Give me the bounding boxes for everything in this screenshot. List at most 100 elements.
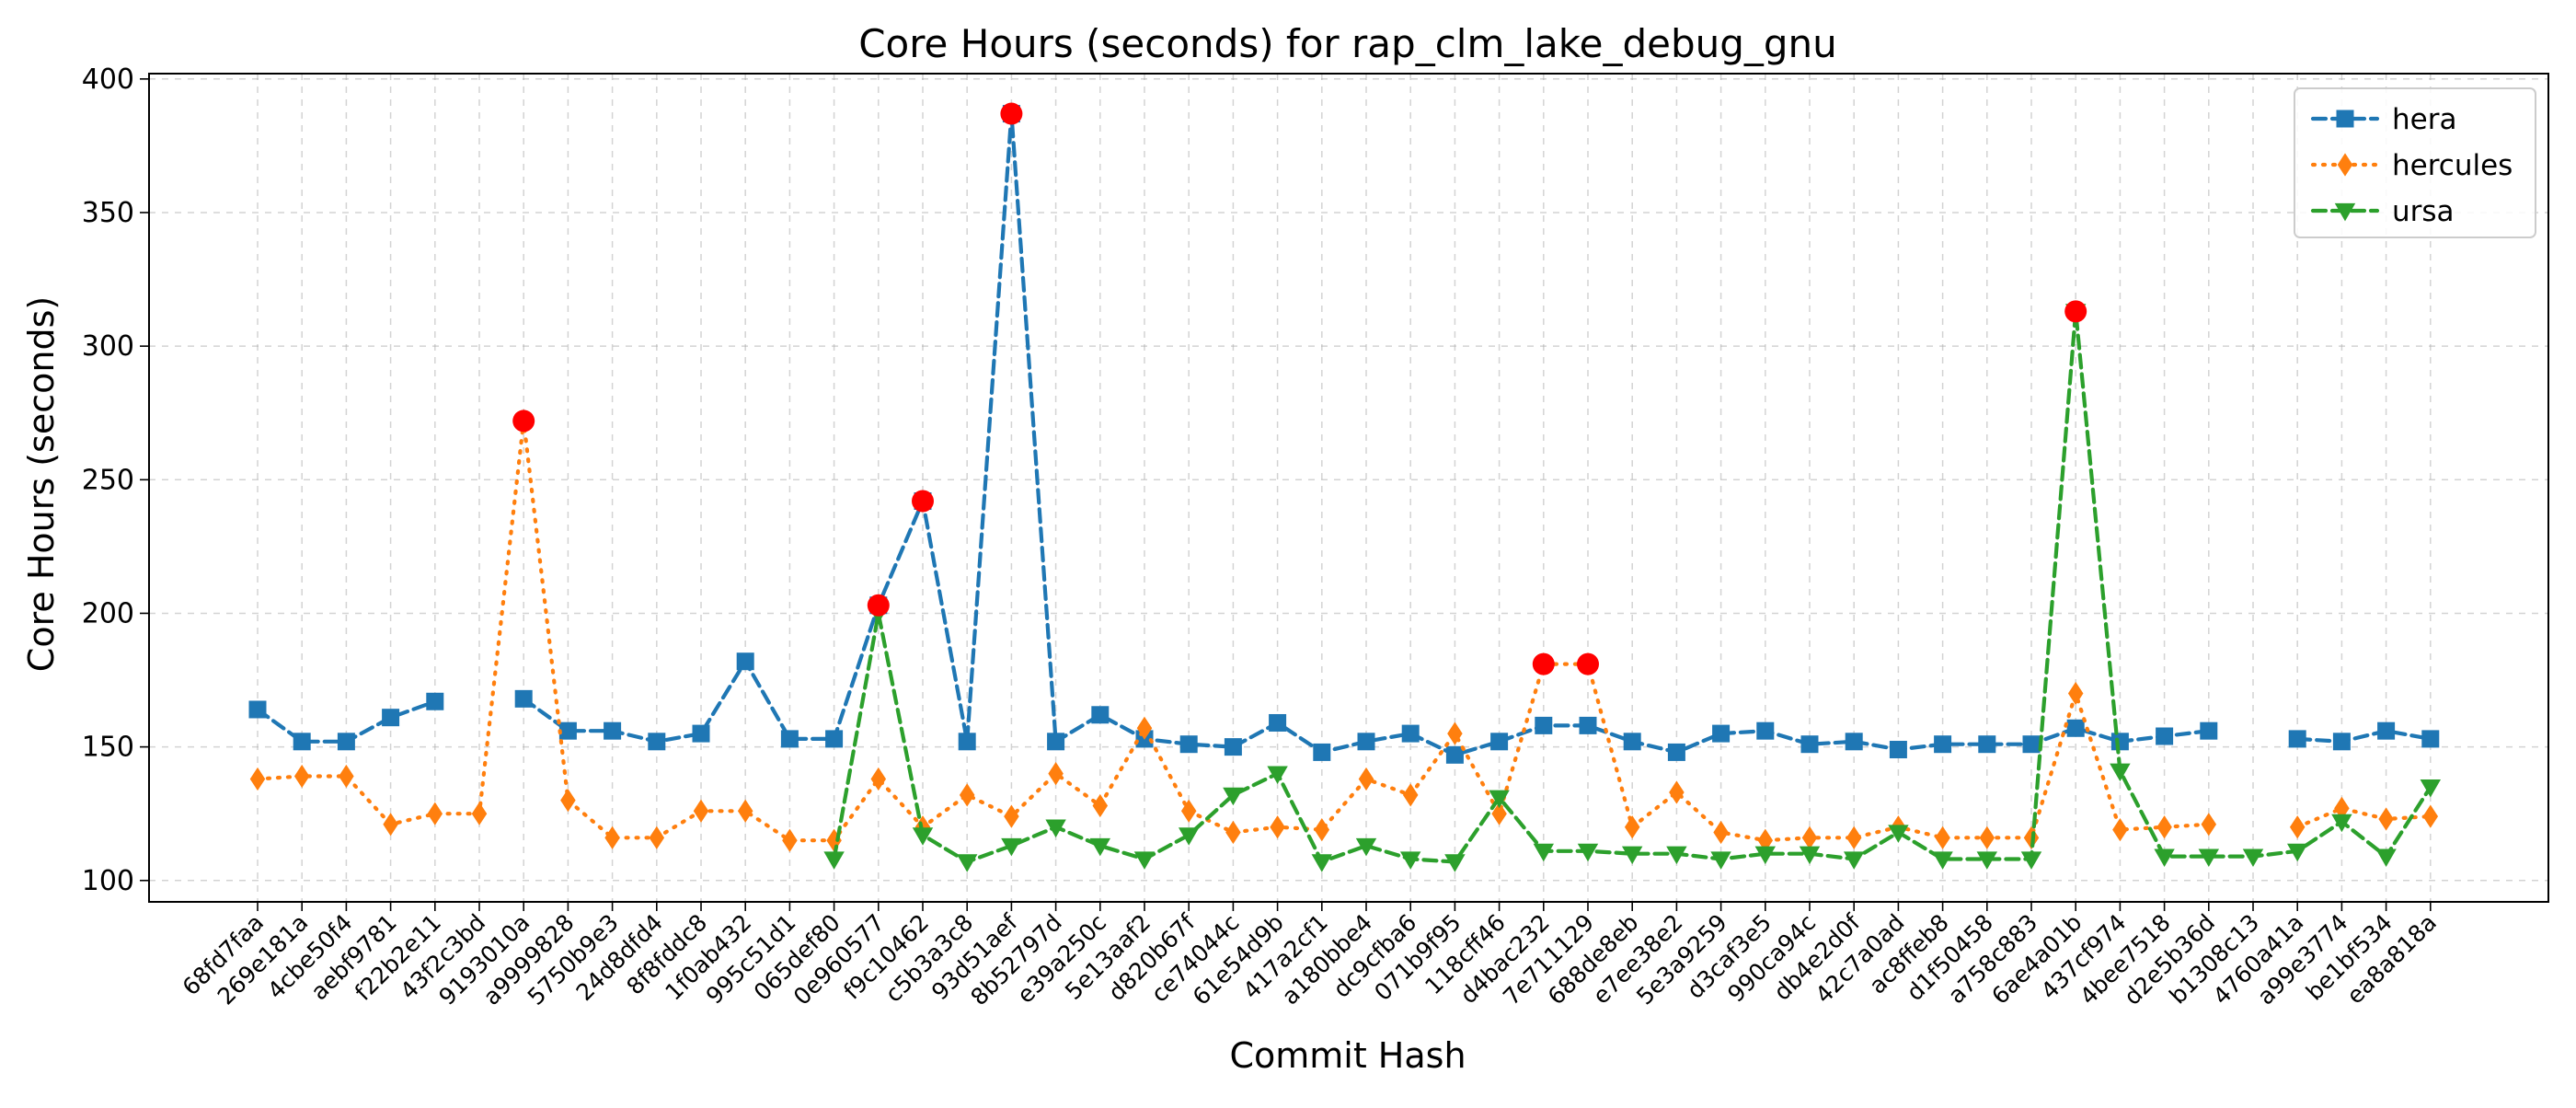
data-point-hercules: [649, 825, 665, 849]
data-point-ursa: [2110, 763, 2131, 782]
data-point-hercules: [1270, 815, 1285, 839]
legend-item-hera: hera: [2310, 103, 2456, 136]
data-point-hercules: [604, 825, 620, 849]
data-point-hera: [780, 730, 799, 748]
y-tick-label: 200: [82, 597, 134, 629]
data-point-hercules: [2289, 815, 2306, 839]
data-point-hercules: [471, 802, 488, 825]
y-axis-label: Core Hours (seconds): [21, 296, 62, 672]
data-point-hera: [1845, 733, 1863, 751]
data-point-hercules: [249, 767, 266, 791]
y-tick-label: 100: [82, 865, 134, 897]
data-point-hercules: [560, 789, 576, 813]
data-point-hercules: [1846, 825, 1862, 849]
y-tick-label: 400: [82, 63, 134, 96]
y-axis: 100 150 200 250 300 350 400: [82, 63, 149, 897]
x-axis-label: Commit Hash: [1229, 1035, 1466, 1076]
data-point-ursa: [1489, 790, 1510, 809]
legend-item-ursa: ursa: [2310, 195, 2455, 228]
data-point-hera: [1712, 724, 1731, 743]
data-point-hera: [958, 733, 976, 751]
data-point-hera: [1800, 735, 1819, 754]
data-point-hercules: [870, 767, 887, 791]
data-point-hera: [1535, 716, 1553, 734]
data-point-ursa: [1311, 854, 1333, 872]
data-point-hercules: [1447, 721, 1463, 745]
data-point-hercules: [1004, 804, 1019, 828]
data-point-hercules: [737, 799, 753, 823]
data-point-hercules: [959, 783, 975, 807]
data-point-ursa: [1444, 854, 1466, 872]
data-point-ursa: [2375, 848, 2397, 867]
data-point-ursa: [1577, 843, 1599, 862]
data-point-hera: [426, 692, 444, 710]
data-point-hercules: [2156, 815, 2172, 839]
data-point-ursa: [2020, 851, 2042, 870]
data-point-hercules: [339, 764, 354, 789]
data-point-ursa: [1932, 851, 1953, 870]
data-point-ursa: [1976, 851, 1998, 870]
data-point-ursa: [1710, 851, 1731, 870]
highlight-point: [1000, 102, 1023, 125]
data-point-ursa: [1223, 787, 1244, 806]
series-hercules: [249, 409, 2439, 852]
legend-marker: [2337, 153, 2353, 177]
data-point-hercules: [1624, 815, 1640, 839]
data-point-hera: [692, 724, 710, 743]
data-point-hercules: [1979, 825, 1995, 849]
series-line-hera: [2295, 729, 2432, 744]
data-point-hera: [2110, 733, 2129, 751]
data-point-hera: [604, 721, 622, 740]
data-point-hera: [1978, 735, 1996, 754]
data-point-hercules: [1048, 762, 1064, 786]
data-point-ursa: [1045, 819, 1066, 838]
data-point-hercules: [1713, 820, 1729, 845]
data-point-hera: [1091, 706, 1110, 724]
data-point-hercules: [1225, 820, 1241, 845]
data-point-hercules: [2422, 804, 2439, 828]
data-point-hera: [1889, 741, 1907, 759]
highlight-point: [912, 490, 934, 513]
data-point-ursa: [1267, 766, 1288, 784]
data-point-hera: [1667, 743, 1685, 761]
legend: hera hercules ursa: [2294, 87, 2536, 238]
data-point-hera: [1313, 743, 1331, 761]
data-point-hera: [1047, 733, 1065, 751]
data-point-hera: [382, 709, 400, 727]
x-axis: 68fd7faa269e181a4cbe50f4aebf9781f22b2e11…: [178, 902, 2442, 1010]
data-point-ursa: [2242, 848, 2264, 867]
data-point-hercules: [2067, 681, 2084, 706]
data-point-hercules: [2112, 817, 2128, 842]
data-point-hera: [736, 652, 754, 671]
data-point-hera: [1934, 735, 1952, 754]
data-point-ursa: [1888, 825, 1909, 843]
data-point-hera: [1224, 738, 1242, 756]
data-point-ursa: [2331, 814, 2352, 833]
data-point-hera: [2421, 730, 2440, 748]
data-point-ursa: [1754, 846, 1777, 865]
data-point-hercules: [1314, 817, 1330, 842]
data-point-hercules: [1358, 767, 1374, 791]
data-point-ursa: [1399, 851, 1421, 870]
data-point-hera: [2200, 721, 2218, 740]
data-point-hera: [1269, 713, 1287, 732]
highlight-point: [512, 410, 535, 433]
data-point-hera: [1357, 733, 1375, 751]
data-point-hera: [1756, 721, 1775, 740]
data-point-hercules: [1801, 825, 1818, 849]
data-point-hera: [1579, 716, 1597, 734]
y-tick-label: 150: [82, 732, 134, 764]
series-layer: [248, 105, 2442, 872]
data-point-ursa: [1355, 837, 1377, 857]
legend-marker: [2334, 202, 2356, 222]
highlight-point: [2064, 300, 2087, 323]
data-point-hercules: [1491, 802, 1507, 825]
data-point-hercules: [1935, 825, 1950, 849]
data-point-hercules: [782, 828, 798, 852]
chart-title: Core Hours (seconds) for rap_clm_lake_de…: [858, 21, 1837, 66]
data-point-ursa: [1843, 851, 1865, 870]
data-point-hera: [514, 689, 533, 708]
data-point-ursa: [956, 854, 978, 872]
data-point-ursa: [1621, 846, 1643, 865]
